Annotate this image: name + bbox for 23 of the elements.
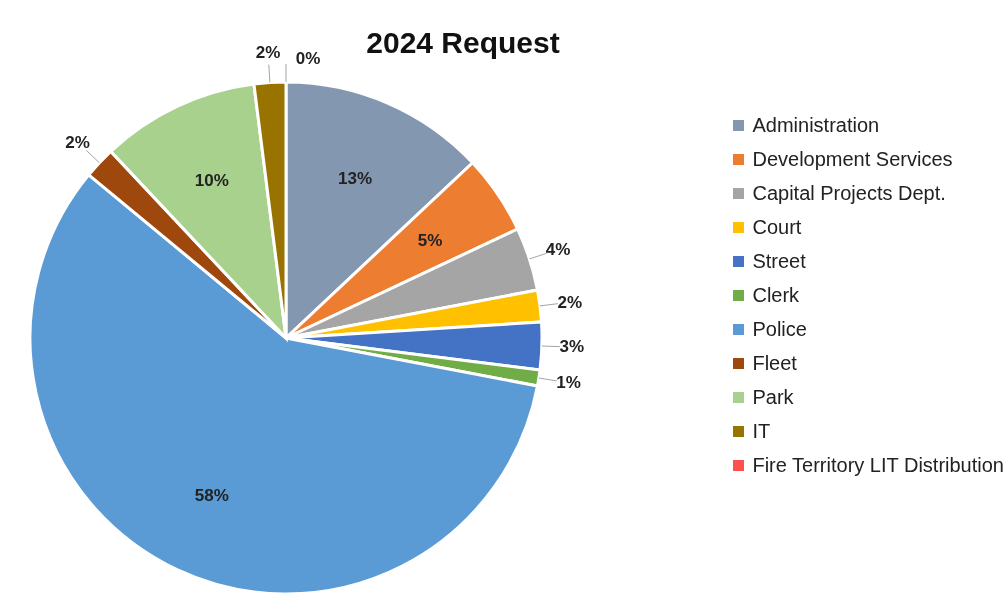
data-label: 13%	[338, 168, 373, 188]
text: 0%	[295, 48, 321, 68]
legend-label: Development Services	[752, 147, 953, 172]
legend-label: Administration	[752, 113, 880, 138]
legend-label: Fire Territory LIT Distribution	[752, 453, 1004, 478]
data-label: 3%	[559, 337, 585, 357]
data-label: 58%	[194, 486, 229, 506]
data-label: 2%	[255, 43, 281, 63]
data-label: 4%	[545, 240, 571, 260]
data-label: 2%	[65, 132, 90, 152]
data-label: 1%	[556, 373, 581, 393]
legend-label: Clerk	[752, 283, 800, 308]
legend-label: Fleet	[752, 351, 797, 376]
legend-label: IT	[752, 419, 771, 444]
legend-label: Street	[752, 249, 806, 274]
chart-title: 2024 Request	[365, 26, 561, 60]
data-label: 5%	[417, 230, 443, 250]
data-label: 10%	[194, 170, 229, 190]
legend-label: Police	[752, 317, 807, 342]
legend-label: Court	[752, 215, 802, 240]
legend-label: Capital Projects Dept.	[752, 181, 946, 206]
legend-label: Park	[752, 385, 794, 410]
data-label: 2%	[557, 292, 583, 312]
